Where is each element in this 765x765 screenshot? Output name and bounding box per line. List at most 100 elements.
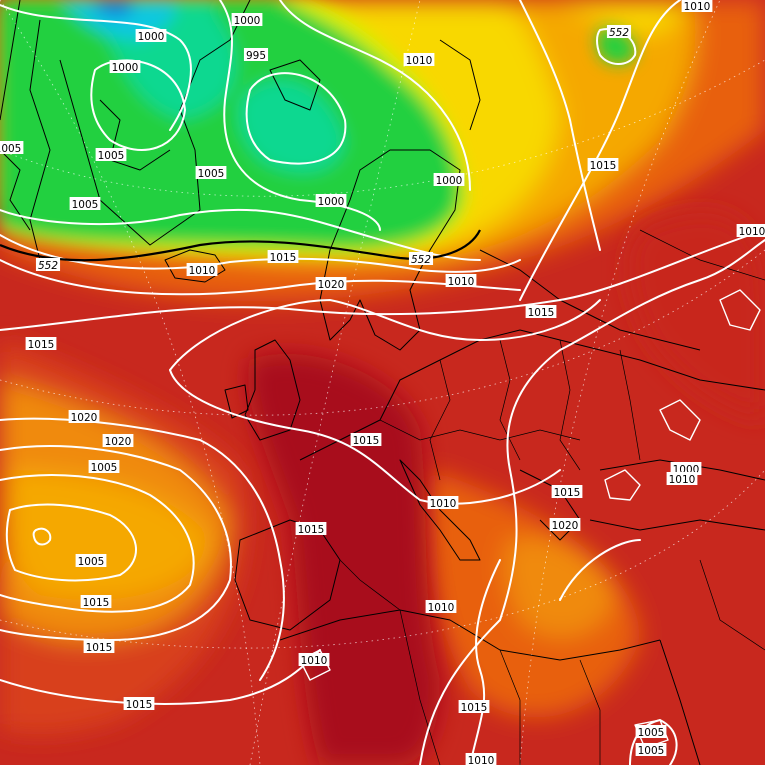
label-text: 1000	[138, 31, 165, 43]
isobar-label: 1000	[231, 13, 263, 27]
label-background	[0, 141, 24, 154]
label-text: 1005	[638, 727, 665, 739]
label-text: 1015	[528, 307, 555, 319]
label-background	[408, 252, 434, 265]
label-background	[403, 53, 435, 66]
label-background	[243, 48, 269, 61]
isobar-label: 1015	[458, 700, 490, 714]
label-text: 1000	[436, 175, 463, 187]
label-text: 1010	[406, 55, 433, 67]
label-background	[635, 725, 667, 738]
label-text: 1015	[86, 642, 113, 654]
isobar-label: 1020	[549, 518, 581, 532]
thickness-552-line	[0, 229, 481, 262]
thickness-labels: 552 552 552	[35, 25, 632, 272]
isobar-label: 1015	[551, 485, 583, 499]
label-background	[425, 600, 457, 613]
isobar-label: 1005	[635, 725, 667, 739]
thickness-label: 552	[606, 25, 632, 39]
label-text: 1010	[430, 498, 457, 510]
isobar-label: 1000	[433, 173, 465, 187]
isobar-label: 1005	[95, 148, 127, 162]
label-text: 1000	[234, 15, 261, 27]
label-background	[35, 258, 61, 271]
label-background	[95, 148, 127, 161]
label-text: 1005	[0, 143, 21, 155]
yellow-patch-ne	[560, 0, 690, 35]
label-text: 1020	[318, 279, 345, 291]
label-background	[465, 753, 497, 765]
label-background	[587, 158, 619, 171]
label-background	[69, 197, 101, 210]
isobar-label: 1015	[25, 337, 57, 351]
label-background	[681, 0, 713, 12]
isobar-label: 1005	[635, 743, 667, 757]
label-text: 1005	[98, 150, 125, 162]
label-text: 1020	[71, 412, 98, 424]
label-background	[25, 337, 57, 350]
amber-patch-east	[504, 538, 615, 638]
label-text: 1000	[318, 196, 345, 208]
label-text: 1015	[353, 435, 380, 447]
label-background	[123, 697, 155, 710]
isobar-label: 1010	[445, 274, 477, 288]
isobar-label: 1015	[83, 640, 115, 654]
isobar-label: 995	[243, 48, 269, 62]
label-text: 1010	[669, 474, 696, 486]
label-text: 1005	[78, 556, 105, 568]
label-text: 1015	[126, 699, 153, 711]
isobar-label: 1010	[465, 753, 497, 765]
label-text: 1000	[112, 62, 139, 74]
label-text: 1005	[638, 745, 665, 757]
label-text: 1015	[83, 597, 110, 609]
label-text: 1010	[684, 1, 711, 13]
label-background	[83, 640, 115, 653]
isobar-label: 1010	[427, 496, 459, 510]
label-text: 1010	[739, 226, 765, 238]
label-background	[525, 305, 557, 318]
label-background	[195, 166, 227, 179]
label-background	[68, 410, 100, 423]
isobar-label: 1010	[736, 224, 765, 238]
label-background	[315, 277, 347, 290]
label-text: 1010	[428, 602, 455, 614]
label-text: 1015	[28, 339, 55, 351]
isobar-label: 1020	[315, 277, 347, 291]
label-background	[427, 496, 459, 509]
label-text: 552	[609, 27, 629, 39]
label-background	[551, 485, 583, 498]
label-text: 1005	[198, 168, 225, 180]
label-text: 1010	[189, 265, 216, 277]
isobar-label: 1015	[525, 305, 557, 319]
label-text: 1015	[554, 487, 581, 499]
label-background	[549, 518, 581, 531]
label-text: 552	[38, 260, 58, 272]
label-background	[298, 653, 330, 666]
label-background	[458, 700, 490, 713]
isobar-label: 1015	[267, 250, 299, 264]
label-text: 1010	[301, 655, 328, 667]
label-background	[635, 743, 667, 756]
label-background	[350, 433, 382, 446]
isobar-label: 1010	[186, 263, 218, 277]
isobar-label: 1015	[295, 522, 327, 536]
label-text: 1015	[590, 160, 617, 172]
country-borders	[339, 229, 765, 765]
label-text: 1015	[461, 702, 488, 714]
label-text: 1005	[72, 199, 99, 211]
deep-red-ridge	[248, 353, 440, 765]
isobar-label: 1020	[102, 434, 134, 448]
label-text: 1015	[298, 524, 325, 536]
teal-core-east	[238, 79, 345, 174]
isobar-label: 1005	[75, 554, 107, 568]
thickness-label: 552	[35, 258, 61, 272]
label-text: 995	[246, 50, 266, 62]
isobar-label: 1000	[315, 194, 347, 208]
label-background	[670, 462, 702, 475]
label-background	[88, 460, 120, 473]
isobar-label: 1010	[298, 653, 330, 667]
isobar-label: 1000	[135, 29, 167, 43]
isobar-label: 1010	[425, 600, 457, 614]
